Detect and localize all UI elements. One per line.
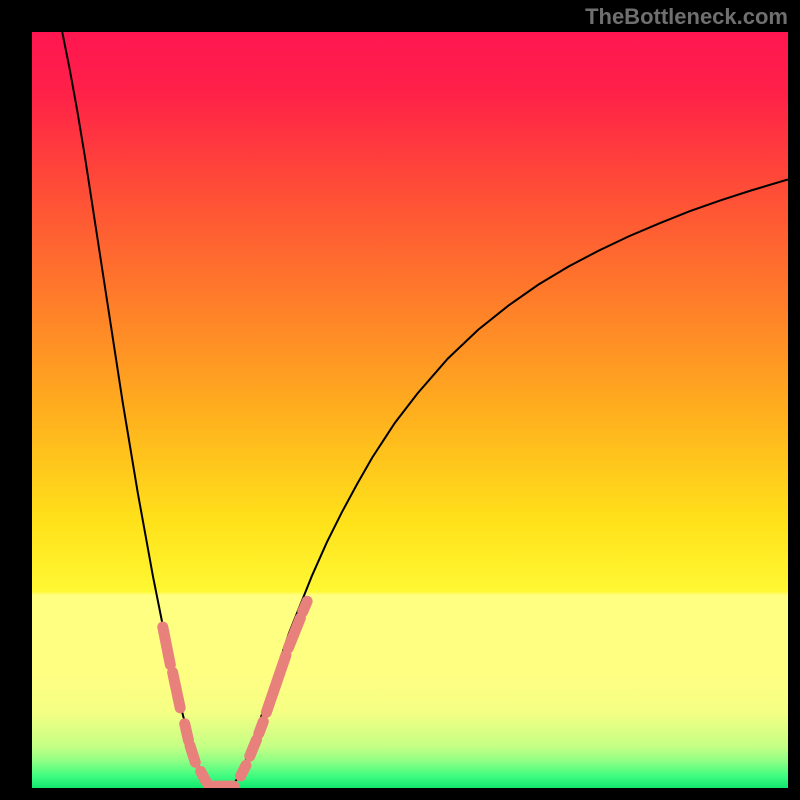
marker-capsule	[163, 627, 171, 665]
plot-area	[32, 32, 788, 788]
chart-frame: TheBottleneck.com	[0, 0, 800, 800]
marker-capsule	[250, 740, 257, 757]
watermark-text: TheBottleneck.com	[585, 4, 788, 30]
marker-capsule	[241, 765, 246, 776]
marker-capsule	[201, 771, 206, 781]
marker-capsule	[190, 746, 195, 763]
marker-capsule	[303, 601, 308, 612]
marker-capsule	[173, 672, 181, 708]
chart-svg	[32, 32, 788, 788]
marker-capsule	[259, 721, 264, 733]
marker-capsule	[185, 724, 189, 741]
chart-background	[32, 32, 788, 788]
